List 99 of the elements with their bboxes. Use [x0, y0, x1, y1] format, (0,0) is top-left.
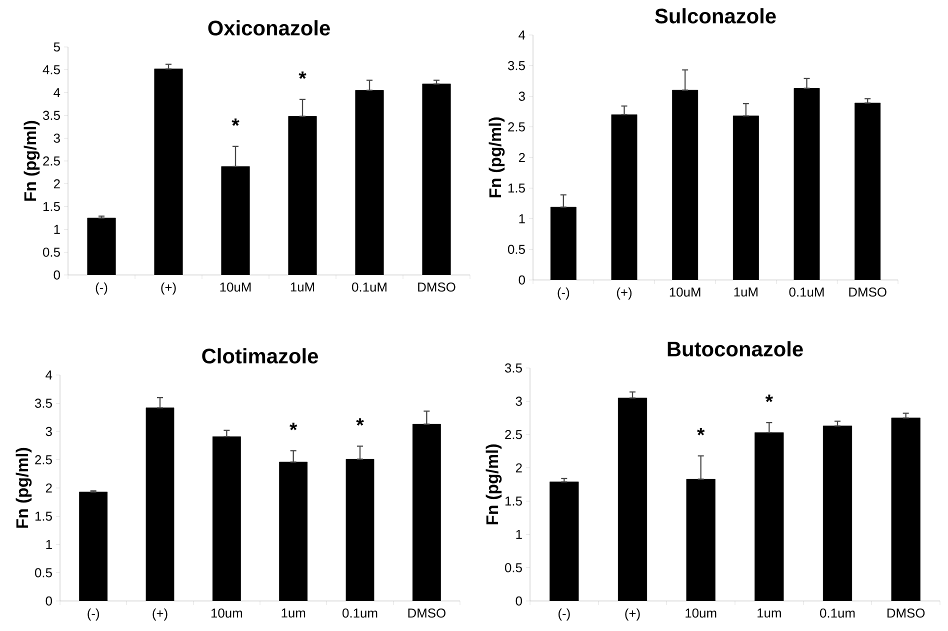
x-tick-label: DMSO	[408, 608, 446, 618]
bar	[288, 116, 317, 275]
y-tick-label: 3.5	[42, 110, 60, 120]
bar	[618, 398, 648, 601]
x-tick-label: (+)	[161, 282, 176, 295]
y-tick-label: 0	[516, 596, 522, 606]
x-tick-label: (-)	[88, 608, 100, 621]
bar	[891, 418, 920, 601]
y-tick-label: 1.5	[35, 512, 52, 521]
annotation: *	[697, 428, 705, 436]
bar	[732, 116, 759, 280]
bar	[611, 114, 638, 280]
annotation: *	[356, 418, 364, 426]
y-tick-label: 2	[516, 463, 522, 472]
bar	[672, 90, 698, 280]
x-tick-label: 0.1uM	[352, 282, 386, 292]
x-tick-label: 10uM	[220, 282, 251, 292]
x-tick-label: 0.1um	[342, 608, 378, 618]
y-tick-label: 3	[54, 134, 60, 143]
y-tick-label: 3	[518, 92, 525, 101]
bar	[355, 90, 384, 275]
x-tick-label: DMSO	[418, 282, 456, 292]
y-tick-label: 3.5	[34, 398, 52, 408]
bar	[550, 482, 579, 601]
annotation: *	[765, 394, 774, 402]
annotation: *	[290, 422, 298, 430]
y-tick-label: 3	[46, 426, 52, 436]
x-tick-label: (-)	[558, 287, 570, 300]
y-tick-label: 4	[46, 370, 52, 380]
y-tick-label: 2	[518, 152, 525, 162]
bar	[154, 68, 183, 275]
bar	[346, 458, 374, 601]
bar	[754, 432, 784, 601]
chart-title: Butoconazole	[668, 341, 803, 356]
y-tick-label: 3	[516, 396, 522, 406]
bar	[79, 492, 108, 601]
y-tick-label: 0	[46, 596, 52, 606]
x-tick-label: 0.1um	[820, 608, 855, 618]
bar	[279, 462, 308, 601]
bar	[422, 84, 451, 275]
bar	[412, 424, 441, 601]
bar	[550, 206, 576, 280]
chart-title: Sulconazole	[655, 8, 776, 24]
chart-title: Clotimazole	[202, 348, 318, 364]
y-tick-label: 2	[54, 179, 60, 188]
y-axis-title: Fn (pg/ml)	[16, 448, 32, 528]
y-tick-label: 2.5	[43, 156, 60, 166]
y-tick-label: 4.5	[42, 65, 60, 74]
y-tick-label: 2.5	[505, 430, 522, 440]
x-tick-label: DMSO	[887, 608, 925, 618]
bar	[686, 478, 716, 601]
y-tick-label: 1	[54, 224, 60, 234]
bar	[854, 102, 881, 280]
y-tick-label: 1.5	[508, 184, 525, 193]
x-tick-label: 1um	[282, 608, 306, 618]
x-tick-label: (+)	[616, 287, 632, 300]
x-tick-label: (-)	[558, 608, 570, 621]
y-tick-label: 0	[518, 275, 525, 285]
y-tick-label: 1	[519, 214, 525, 224]
y-tick-label: 4	[518, 30, 526, 40]
y-axis-title: Fn (pg/ml)	[24, 120, 40, 201]
y-tick-label: 1.5	[43, 202, 60, 212]
y-tick-label: 0.5	[42, 248, 60, 257]
y-tick-label: 2	[46, 483, 52, 493]
y-tick-label: 0.5	[34, 568, 52, 578]
x-tick-label: (-)	[96, 282, 108, 295]
y-tick-label: 0.5	[504, 563, 522, 572]
x-tick-label: 1uM	[290, 282, 314, 292]
bar	[87, 218, 116, 275]
y-tick-label: 3.5	[504, 363, 522, 373]
y-axis-title: Fn (pg/ml)	[488, 117, 505, 198]
y-tick-label: 1	[46, 540, 52, 549]
annotation: *	[298, 72, 306, 79]
x-tick-label: (+)	[152, 608, 168, 621]
y-tick-label: 2.5	[508, 122, 525, 132]
chart-title: Oxiconazole	[208, 20, 330, 36]
y-tick-label: 1	[516, 530, 522, 539]
bar	[212, 436, 241, 601]
y-tick-label: 3.5	[508, 61, 525, 70]
x-tick-label: 0.1uM	[789, 288, 824, 297]
bar	[146, 408, 174, 601]
y-tick-label: 0	[54, 270, 60, 280]
bar	[221, 166, 250, 275]
y-tick-label: 2.5	[35, 455, 52, 464]
x-tick-label: 1um	[758, 608, 781, 618]
x-tick-label: 10uM	[670, 288, 700, 297]
x-tick-label: 1uM	[734, 288, 758, 297]
y-axis-title: Fn (pg/ml)	[486, 444, 502, 524]
y-tick-label: 4	[54, 88, 60, 98]
x-tick-label: 10um	[211, 608, 242, 618]
y-tick-label: 5	[54, 42, 60, 52]
y-tick-label: 0.5	[508, 244, 525, 254]
x-tick-label: DMSO	[849, 288, 886, 297]
bar	[822, 426, 852, 601]
y-tick-label: 1.5	[505, 496, 522, 506]
x-tick-label: 10um	[686, 608, 716, 618]
bar	[794, 88, 820, 280]
annotation: *	[232, 118, 240, 126]
x-tick-label: (+)	[625, 608, 640, 621]
